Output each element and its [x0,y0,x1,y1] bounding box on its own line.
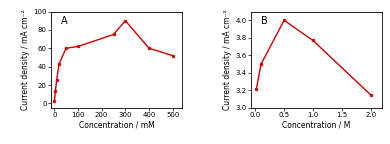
X-axis label: Concentration / M: Concentration / M [282,121,351,130]
Y-axis label: Current density / mA cm⁻²: Current density / mA cm⁻² [21,10,30,110]
Text: B: B [261,16,268,26]
Text: A: A [61,16,68,26]
Y-axis label: Current density / mA cm⁻²: Current density / mA cm⁻² [223,10,232,110]
X-axis label: Concentration / mM: Concentration / mM [79,121,154,130]
